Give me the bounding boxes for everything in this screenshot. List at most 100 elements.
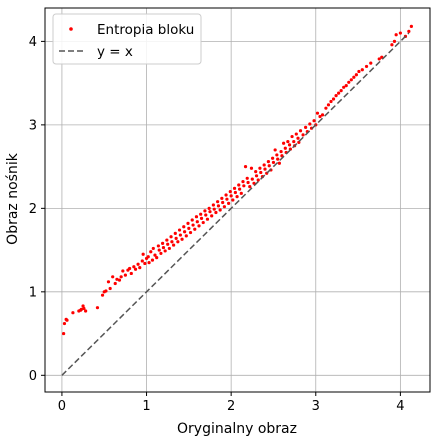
data-point: [191, 223, 195, 227]
data-point: [62, 321, 67, 326]
plot-area: 0 1 2 3 4 0 1 2 3 4 Entropia bloku y = x: [29, 7, 431, 414]
data-point: [155, 256, 159, 260]
data-point: [357, 69, 361, 74]
data-point: [329, 99, 333, 104]
x-axis-label: Oryginalny obraz: [177, 421, 297, 437]
data-point: [184, 234, 188, 238]
data-point: [161, 245, 166, 250]
data-point: [149, 250, 153, 254]
data-point: [283, 146, 287, 150]
data-point: [364, 64, 369, 69]
data-point: [218, 208, 222, 212]
data-point: [178, 233, 182, 237]
data-point: [128, 266, 132, 271]
data-point: [216, 200, 220, 204]
data-point: [214, 210, 218, 215]
data-point: [271, 160, 276, 165]
data-point: [294, 132, 298, 136]
data-point: [292, 139, 296, 144]
data-point: [256, 178, 260, 182]
data-point: [177, 228, 182, 232]
data-point: [194, 215, 199, 219]
data-point: [172, 243, 176, 247]
data-point: [204, 213, 208, 217]
data-point: [241, 180, 245, 184]
data-point: [82, 306, 86, 311]
data-point: [229, 194, 233, 198]
data-point: [121, 269, 125, 273]
data-point: [216, 204, 221, 208]
data-point: [312, 119, 316, 123]
data-point: [169, 235, 173, 239]
data-point: [407, 29, 411, 33]
data-point: [344, 84, 348, 88]
data-point: [143, 261, 147, 266]
data-point: [222, 205, 226, 209]
data-point: [254, 174, 259, 178]
data-point: [342, 85, 346, 89]
y-tick-label: 0: [29, 369, 37, 384]
y-tick-label: 1: [29, 285, 37, 300]
data-point: [159, 251, 163, 256]
data-point: [62, 331, 66, 336]
data-point: [95, 306, 100, 310]
x-tick-label: 3: [312, 399, 320, 414]
legend-label-line: y = x: [97, 44, 133, 60]
data-point: [146, 255, 150, 259]
x-tick-label: 0: [58, 399, 66, 414]
data-point: [224, 193, 228, 197]
data-point: [326, 103, 331, 107]
data-point: [231, 198, 235, 202]
data-point: [141, 252, 145, 256]
data-point: [237, 183, 241, 187]
data-point: [157, 248, 161, 252]
data-point: [212, 207, 216, 211]
data-point: [369, 61, 373, 65]
data-point: [220, 196, 224, 200]
data-point: [132, 265, 136, 269]
data-point: [248, 185, 252, 189]
data-point: [349, 78, 353, 82]
x-tick-label: 1: [142, 399, 150, 414]
data-point: [183, 230, 187, 234]
data-point: [258, 166, 262, 170]
data-point: [199, 216, 204, 220]
data-point: [140, 259, 144, 263]
data-point: [239, 191, 243, 195]
data-point: [339, 89, 343, 93]
data-point: [235, 195, 239, 199]
data-point: [182, 225, 186, 229]
data-point: [238, 187, 242, 191]
data-point: [233, 190, 237, 195]
data-point: [199, 212, 203, 216]
data-point: [205, 217, 210, 221]
data-point: [308, 122, 312, 126]
data-point: [197, 224, 201, 228]
data-point: [203, 209, 207, 213]
data-point: [161, 241, 165, 246]
data-point: [266, 160, 270, 164]
data-point: [111, 275, 115, 279]
data-point: [271, 156, 275, 160]
data-point: [207, 206, 211, 210]
data-point: [259, 170, 263, 175]
data-point: [290, 134, 294, 139]
data-point: [79, 307, 83, 311]
data-point: [324, 106, 328, 110]
data-point: [296, 136, 300, 140]
data-point: [262, 163, 266, 167]
data-point: [250, 177, 254, 181]
data-point: [282, 141, 286, 145]
data-point: [392, 39, 397, 43]
data-point: [227, 201, 231, 205]
data-point: [173, 231, 177, 235]
data-point: [165, 238, 169, 242]
data-point: [347, 80, 351, 84]
data-point: [242, 184, 246, 188]
y-tick-label: 2: [29, 202, 37, 217]
y-axis-label: Obraz nośnik: [5, 152, 21, 245]
data-point: [117, 278, 122, 282]
data-point: [166, 242, 170, 246]
